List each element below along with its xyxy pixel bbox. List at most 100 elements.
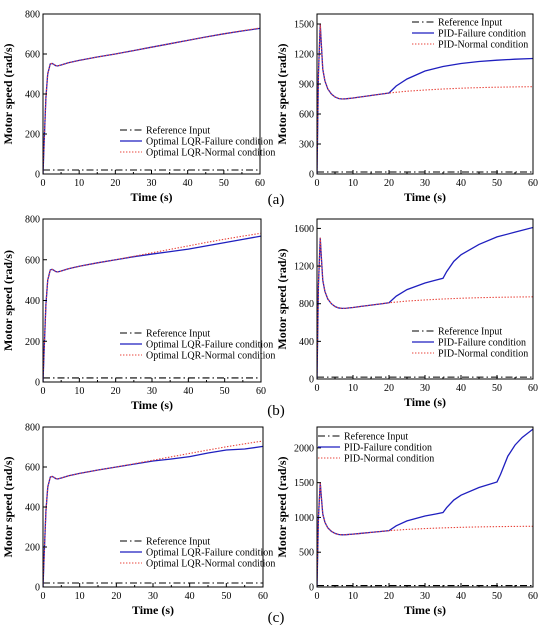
x-axis-label: Time (s) xyxy=(132,603,174,617)
chart-b-right: 0 10 20 30 40 50 60 0 400 800 1200 1600 Time (s) Moto… xyxy=(275,218,538,409)
legend-label: PID-Failure condition xyxy=(344,443,432,454)
y-axis-label: Motor speed (rad/s) xyxy=(275,248,289,349)
x-tick-label: 0 xyxy=(315,383,320,394)
y-tick-label: 2000 xyxy=(294,443,314,454)
panel-label-a: (a) xyxy=(268,192,285,208)
x-tick-label: 50 xyxy=(492,178,502,189)
y-tick-label: 0 xyxy=(309,583,314,594)
x-tick-label: 50 xyxy=(492,383,502,394)
x-tick-label: 20 xyxy=(384,178,394,189)
y-tick-label: 600 xyxy=(25,255,40,266)
x-tick-label: 30 xyxy=(420,383,430,394)
x-tick-label: 60 xyxy=(258,591,268,602)
y-tick-label: 600 xyxy=(25,50,40,61)
x-tick-label: 20 xyxy=(384,383,394,394)
x-tick-label: 40 xyxy=(456,591,466,602)
series-line-2 xyxy=(317,237,533,379)
x-tick-label: 60 xyxy=(528,383,538,394)
x-tick-label: 10 xyxy=(75,591,85,602)
x-tick-label: 60 xyxy=(255,178,265,189)
x-tick-label: 30 xyxy=(147,386,157,397)
y-tick-label: 500 xyxy=(299,548,314,559)
x-tick-label: 0 xyxy=(41,591,46,602)
x-tick-label: 50 xyxy=(220,386,230,397)
y-tick-label: 300 xyxy=(299,140,314,151)
legend-label: Reference Input xyxy=(146,126,210,137)
x-tick-label: 10 xyxy=(348,383,358,394)
legend-label: Optimal LQR-Normal condition xyxy=(146,559,275,570)
panel-label-c: (c) xyxy=(268,610,285,626)
legend-label: Reference Input xyxy=(146,537,210,548)
legend-label: PID-Normal condition xyxy=(344,454,434,465)
y-tick-label: 800 xyxy=(25,423,40,434)
y-tick-label: 900 xyxy=(299,80,314,91)
x-tick-label: 50 xyxy=(221,591,231,602)
y-tick-label: 0 xyxy=(309,375,314,386)
y-tick-label: 400 xyxy=(25,90,40,101)
y-tick-label: 1000 xyxy=(294,513,314,524)
y-tick-label: 0 xyxy=(35,583,40,594)
legend-label: Optimal LQR-Normal condition xyxy=(146,148,275,159)
x-axis-label: Time (s) xyxy=(404,395,446,409)
series-line-1 xyxy=(43,235,261,382)
y-tick-label: 600 xyxy=(25,463,40,474)
legend-label: Optimal LQR-Failure condition xyxy=(146,548,273,559)
y-tick-label: 200 xyxy=(25,543,40,554)
y-axis-label: Motor speed (rad/s) xyxy=(1,456,15,557)
legend-label: PID-Normal condition xyxy=(438,349,528,360)
x-axis-label: Time (s) xyxy=(404,190,446,204)
x-tick-label: 40 xyxy=(456,178,466,189)
y-tick-label: 1500 xyxy=(294,478,314,489)
legend-label: PID-Normal condition xyxy=(438,40,528,51)
x-tick-label: 60 xyxy=(528,178,538,189)
y-tick-label: 0 xyxy=(35,170,40,181)
legend-label: PID-Failure condition xyxy=(438,338,526,349)
y-tick-label: 400 xyxy=(25,503,40,514)
y-axis-label: Motor speed (rad/s) xyxy=(275,456,289,557)
panel-label-b: (b) xyxy=(267,403,285,419)
legend-label: Reference Input xyxy=(438,327,502,338)
y-tick-label: 1600 xyxy=(294,224,314,235)
x-axis-label: Time (s) xyxy=(404,603,446,617)
x-tick-label: 30 xyxy=(148,591,158,602)
x-tick-label: 20 xyxy=(384,591,394,602)
x-tick-label: 0 xyxy=(315,591,320,602)
x-tick-label: 20 xyxy=(111,591,121,602)
x-tick-label: 10 xyxy=(74,386,84,397)
y-tick-label: 200 xyxy=(25,130,40,141)
x-tick-label: 30 xyxy=(420,591,430,602)
y-tick-label: 800 xyxy=(25,10,40,21)
y-tick-label: 600 xyxy=(299,110,314,121)
x-tick-label: 0 xyxy=(315,178,320,189)
x-tick-label: 40 xyxy=(183,178,193,189)
series-line-2 xyxy=(43,27,260,174)
chart-c-right: 0 10 20 30 40 50 60 0 500 1000 1500 2000 Time (s) Mot… xyxy=(275,426,538,617)
y-tick-label: 1200 xyxy=(294,50,314,61)
legend-label: Optimal LQR-Normal condition xyxy=(146,351,275,362)
x-tick-label: 50 xyxy=(492,591,502,602)
legend-label: Reference Input xyxy=(344,432,408,443)
x-tick-label: 40 xyxy=(183,386,193,397)
legend-label: Optimal LQR-Failure condition xyxy=(146,137,273,148)
y-axis-label: Motor speed (rad/s) xyxy=(1,43,15,144)
x-tick-label: 30 xyxy=(420,178,430,189)
x-tick-label: 20 xyxy=(111,386,121,397)
y-tick-label: 1200 xyxy=(294,262,314,273)
y-tick-label: 0 xyxy=(309,170,314,181)
y-tick-label: 1500 xyxy=(294,20,314,31)
x-tick-label: 40 xyxy=(185,591,195,602)
y-axis-label: Motor speed (rad/s) xyxy=(275,43,289,144)
series-line-1 xyxy=(317,23,533,174)
legend-label: Reference Input xyxy=(146,329,210,340)
